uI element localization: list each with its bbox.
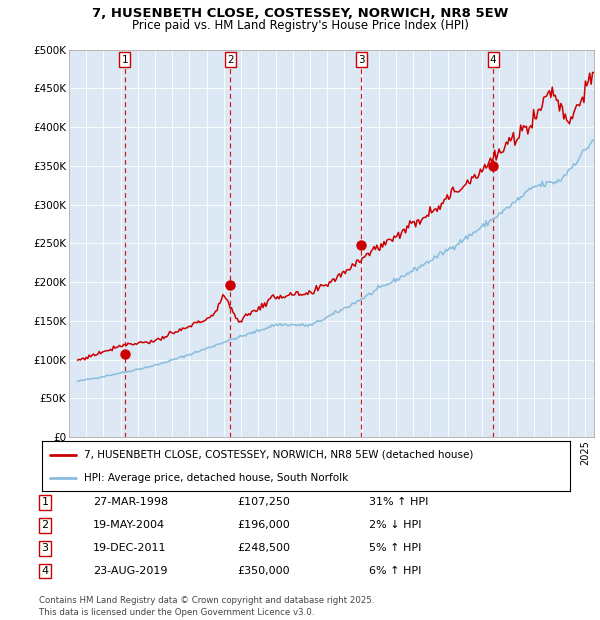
Text: 1: 1 — [121, 55, 128, 64]
Text: 4: 4 — [41, 566, 49, 576]
Text: 7, HUSENBETH CLOSE, COSTESSEY, NORWICH, NR8 5EW: 7, HUSENBETH CLOSE, COSTESSEY, NORWICH, … — [92, 7, 508, 20]
Text: 7, HUSENBETH CLOSE, COSTESSEY, NORWICH, NR8 5EW (detached house): 7, HUSENBETH CLOSE, COSTESSEY, NORWICH, … — [84, 450, 473, 460]
Text: £196,000: £196,000 — [237, 520, 290, 530]
Text: 19-MAY-2004: 19-MAY-2004 — [93, 520, 165, 530]
Text: 6% ↑ HPI: 6% ↑ HPI — [369, 566, 421, 576]
Text: 2: 2 — [41, 520, 49, 530]
Text: 31% ↑ HPI: 31% ↑ HPI — [369, 497, 428, 507]
Text: Contains HM Land Registry data © Crown copyright and database right 2025.
This d: Contains HM Land Registry data © Crown c… — [39, 596, 374, 617]
Text: 19-DEC-2011: 19-DEC-2011 — [93, 543, 167, 553]
Text: 2: 2 — [227, 55, 234, 64]
Text: 23-AUG-2019: 23-AUG-2019 — [93, 566, 167, 576]
Text: 5% ↑ HPI: 5% ↑ HPI — [369, 543, 421, 553]
Text: £350,000: £350,000 — [237, 566, 290, 576]
Text: 1: 1 — [41, 497, 49, 507]
Text: 27-MAR-1998: 27-MAR-1998 — [93, 497, 168, 507]
Text: 3: 3 — [41, 543, 49, 553]
Text: 3: 3 — [358, 55, 364, 64]
Text: £248,500: £248,500 — [237, 543, 290, 553]
Text: 2% ↓ HPI: 2% ↓ HPI — [369, 520, 421, 530]
Text: Price paid vs. HM Land Registry's House Price Index (HPI): Price paid vs. HM Land Registry's House … — [131, 19, 469, 32]
Text: £107,250: £107,250 — [237, 497, 290, 507]
Text: HPI: Average price, detached house, South Norfolk: HPI: Average price, detached house, Sout… — [84, 472, 349, 482]
Text: 4: 4 — [490, 55, 496, 64]
